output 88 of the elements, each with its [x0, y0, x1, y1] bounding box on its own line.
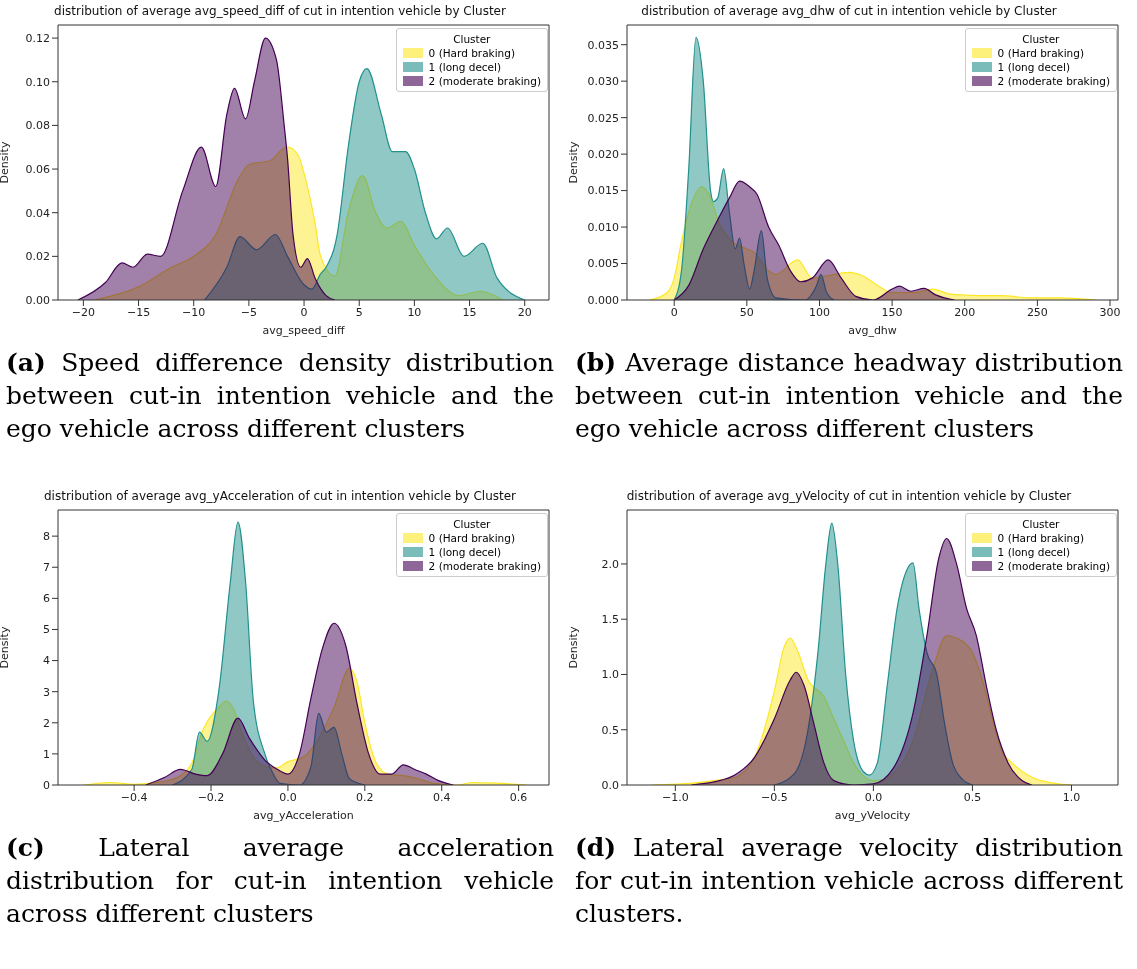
x-tick-label: −0.4 [120, 790, 148, 804]
y-tick-label: 0.000 [587, 293, 619, 307]
x-axis-title: avg_yVelocity [834, 809, 911, 822]
legend-title: Cluster [452, 32, 492, 46]
x-tick-label: −10 [182, 305, 206, 319]
y-axis-title: Density [566, 626, 580, 669]
x-tick-label: 150 [881, 305, 903, 319]
legend-title: Cluster [452, 517, 492, 531]
legend-label: 0 (Hard braking) [997, 46, 1085, 60]
y-tick-label: 1.0 [601, 668, 619, 682]
y-tick-label: 0.035 [587, 38, 619, 52]
y-tick-label: 0.00 [25, 293, 50, 307]
legend-label: 1 (long decel) [997, 545, 1071, 559]
legend-label: 2 (moderate braking) [428, 559, 541, 573]
y-tick-label: 6 [43, 592, 50, 606]
legend-label: 2 (moderate braking) [428, 74, 541, 88]
text: (d) Lateral average velocity distribution for cut-in intention vehicle across different clusters. [574, 832, 1124, 930]
y-axis-title: Density [566, 141, 580, 184]
x-tick-label: −5 [240, 305, 257, 319]
y-tick-label: 0.5 [601, 723, 619, 737]
x-tick-label: 20 [517, 305, 532, 319]
y-tick-label: 0.0 [601, 778, 619, 792]
text: (a) Speed difference density distribution between cut-in intention vehicle and the ego vehicle across different clusters [5, 347, 555, 445]
legend-label: 2 (moderate braking) [997, 559, 1110, 573]
x-tick-label: 0.2 [356, 790, 374, 804]
legend-label: 2 (moderate braking) [997, 74, 1110, 88]
x-tick-label: 0.5 [963, 790, 982, 804]
y-tick-label: 0 [43, 778, 50, 792]
y-tick-label: 0.04 [25, 206, 50, 220]
y-tick-label: 5 [43, 623, 50, 637]
x-tick-label: 250 [1026, 305, 1048, 319]
x-axis-title: avg_yAcceleration [253, 809, 354, 822]
x-tick-label: 0.0 [864, 790, 883, 804]
legend-title: Cluster [1021, 517, 1061, 531]
x-tick-label: 50 [739, 305, 754, 319]
x-tick-label: −15 [126, 305, 151, 319]
y-tick-label: 0.12 [25, 32, 50, 45]
y-axis-title: Density [0, 141, 11, 184]
y-tick-label: 0.030 [587, 75, 619, 89]
y-axis-title: Density [0, 626, 11, 669]
x-axis-title: avg_speed_diff [262, 324, 345, 337]
y-tick-label: 0.005 [587, 257, 619, 271]
chart-title: distribution of average avg_yVelocity of cut in intention vehicle by Cluster [625, 488, 1073, 505]
x-tick-label: 1.0 [1062, 790, 1081, 804]
x-tick-label: 0.4 [432, 790, 451, 804]
y-tick-label: 4 [43, 654, 50, 668]
y-tick-label: 0.10 [25, 75, 50, 89]
legend-label: 0 (Hard braking) [997, 531, 1085, 545]
x-tick-label: −0.5 [761, 790, 788, 804]
y-tick-label: 2 [43, 716, 50, 730]
x-tick-label: −0.2 [197, 790, 225, 804]
y-tick-label: 8 [43, 530, 50, 544]
y-tick-label: 0.015 [587, 184, 619, 198]
y-tick-label: 0.010 [587, 220, 619, 234]
x-tick-label: 10 [407, 305, 422, 319]
x-tick-label: 200 [954, 305, 976, 319]
text: (b) Average distance headway distribution between cut-in intention vehicle and the ego vehicle across different clusters [574, 347, 1124, 445]
x-tick-label: 0 [300, 305, 308, 319]
legend-label: 1 (long decel) [428, 545, 502, 559]
chart-title: distribution of average avg_speed_diff of cut in intention vehicle by Cluster [53, 3, 507, 20]
y-tick-label: 7 [43, 561, 50, 575]
x-tick-label: 0.6 [509, 790, 528, 804]
y-tick-label: 0.08 [25, 119, 50, 133]
legend-label: 0 (Hard braking) [428, 531, 516, 545]
y-tick-label: 0.02 [25, 250, 50, 264]
y-tick-label: 2.0 [601, 557, 619, 571]
chart-title: distribution of average avg_dhw of cut in intention vehicle by Cluster [640, 3, 1058, 20]
x-tick-label: 0.0 [279, 790, 297, 804]
x-tick-label: −20 [71, 305, 95, 319]
y-tick-label: 3 [43, 685, 50, 699]
y-tick-label: 1.5 [601, 613, 619, 627]
y-tick-label: 0.025 [587, 111, 619, 125]
x-tick-label: 100 [808, 305, 830, 319]
y-tick-label: 0.06 [25, 162, 50, 176]
y-tick-label: 1 [43, 747, 50, 761]
x-tick-label: 300 [1099, 305, 1121, 319]
legend-label: 1 (long decel) [428, 60, 502, 74]
text: (c) Lateral average acceleration distribution for cut-in intention vehicle across different clusters [6, 833, 554, 928]
legend-label: 1 (long decel) [997, 60, 1071, 74]
x-tick-label: 5 [355, 305, 363, 319]
x-tick-label: 15 [462, 305, 477, 319]
chart-title: distribution of average avg_yAcceleration of cut in intention vehicle by Cluster [42, 488, 517, 505]
x-axis-title: avg_dhw [848, 324, 897, 337]
legend-label: 0 (Hard braking) [428, 46, 516, 60]
y-tick-label: 0.020 [587, 148, 619, 162]
x-tick-label: −1.0 [661, 790, 689, 804]
legend-title: Cluster [1021, 32, 1061, 46]
x-tick-label: 0 [670, 305, 678, 319]
